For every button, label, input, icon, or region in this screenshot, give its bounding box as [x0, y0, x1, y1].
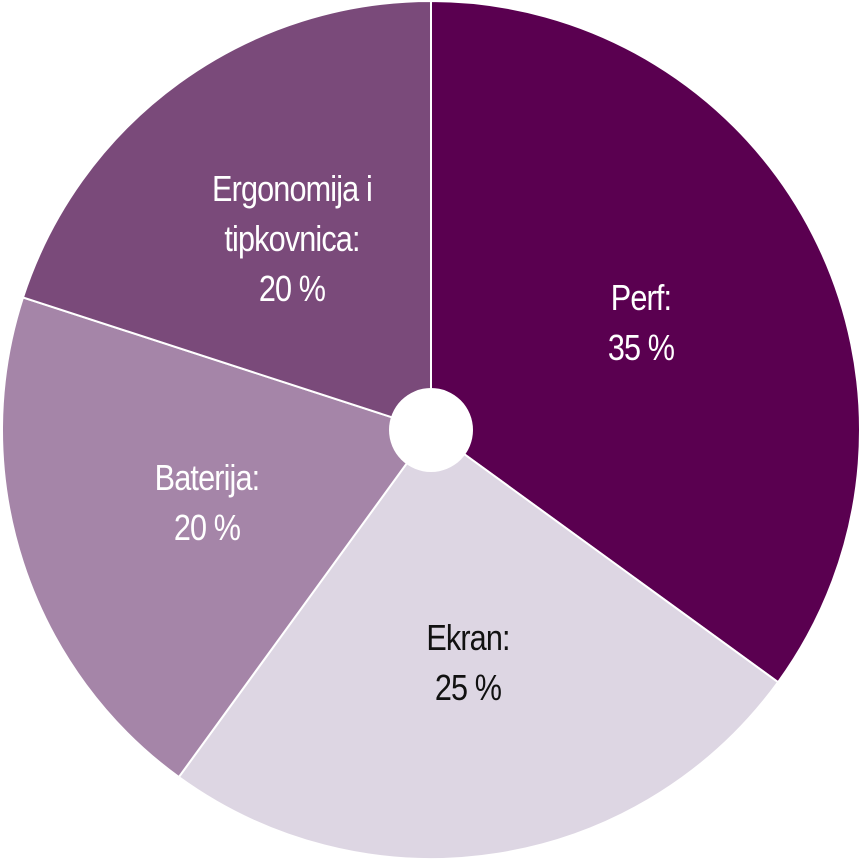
category-label: Perf:	[611, 276, 672, 318]
slice-label: Perf: 35 %	[543, 273, 739, 373]
value-label: 20 %	[173, 506, 240, 548]
value-label: 25 %	[434, 667, 502, 709]
category-label: Baterija:	[154, 456, 259, 498]
value-label: 20 %	[259, 268, 326, 310]
pie-slice	[21, 0, 432, 432]
value-label: 35 %	[608, 326, 675, 368]
pie-slice	[430, 0, 861, 684]
center-hole	[389, 388, 473, 472]
slice-label: Ekran: 25 %	[370, 613, 566, 713]
pie-slice	[1, 296, 433, 779]
slice-label: Baterija: 20 %	[109, 453, 305, 553]
category-label: Ekran:	[426, 617, 510, 659]
category-label: Ergonomija i tipkovnica:	[212, 168, 373, 260]
pie-slice	[177, 428, 780, 860]
slice-label: Ergonomija i tipkovnica: 20 %	[195, 164, 391, 314]
